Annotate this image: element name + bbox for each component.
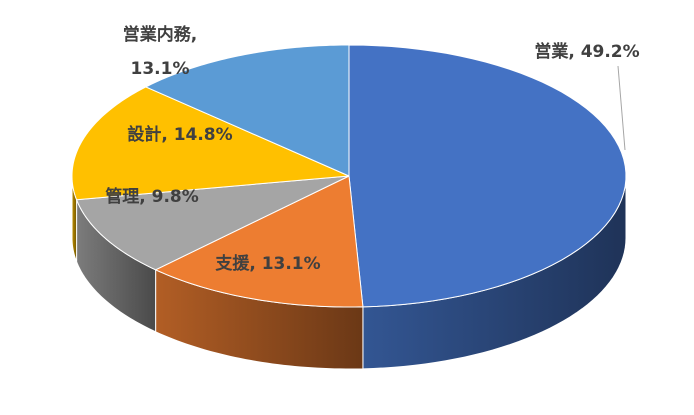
slice [144, 44, 350, 177]
slice [71, 86, 350, 201]
data-label: 設計, 14.8% [127, 125, 233, 145]
slice [348, 44, 627, 308]
slice [75, 175, 350, 271]
leader-line [617, 65, 626, 151]
slice [154, 175, 364, 308]
data-label: 営業, 49.2% [534, 42, 640, 62]
data-label: 営業内務, 13.1% [122, 25, 198, 79]
data-label: 支援, 13.1% [215, 254, 321, 274]
data-label: 管理, 9.8% [105, 187, 199, 207]
